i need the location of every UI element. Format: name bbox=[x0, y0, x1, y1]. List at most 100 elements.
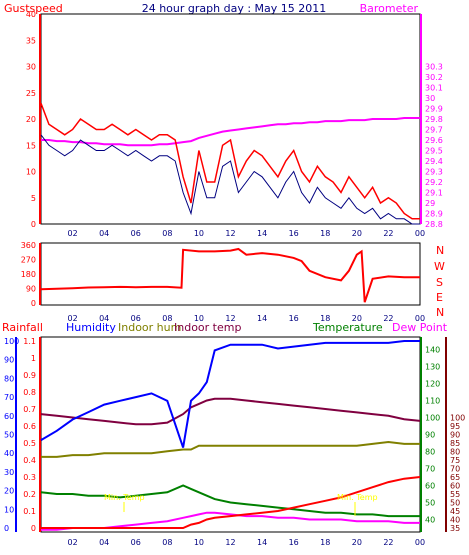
rainfall-y-tick: 0.6 bbox=[23, 422, 36, 431]
temperature-y-tick: 80 bbox=[425, 448, 435, 457]
wind-x-tick: 04 bbox=[99, 229, 109, 238]
compass-n-bottom: N bbox=[436, 306, 444, 319]
humidity-y-tick: 10 bbox=[4, 505, 14, 514]
temp-x-tick: 18 bbox=[320, 538, 330, 547]
barometer-series-line bbox=[41, 117, 420, 147]
compass-w: W bbox=[434, 260, 445, 273]
direction-x-tick: 14 bbox=[257, 314, 267, 323]
direction-y-tick: 180 bbox=[21, 270, 36, 279]
gust-y-tick: 5 bbox=[31, 194, 36, 203]
min-temp-annotation-2: Min. Temp bbox=[337, 493, 378, 502]
wind-x-tick: 20 bbox=[352, 229, 362, 238]
temperature-right-y-tick: 95 bbox=[450, 422, 460, 431]
temperature-right-y-tick: 75 bbox=[450, 456, 460, 465]
compass-s: S bbox=[436, 276, 443, 289]
legend-dew-point: Dew Point bbox=[392, 321, 448, 334]
legend-indoor-temp: Indoor temp bbox=[174, 321, 241, 334]
direction-x-tick: 18 bbox=[320, 314, 330, 323]
wind-direction-series-line bbox=[40, 247, 420, 303]
rainfall-y-tick: 0.8 bbox=[23, 388, 36, 397]
temperature-y-tick: 130 bbox=[425, 363, 440, 372]
direction-x-tick: 00 bbox=[415, 314, 425, 323]
gust-y-tick: 30 bbox=[26, 63, 36, 72]
temp-x-tick: 22 bbox=[383, 538, 393, 547]
legend-rainfall: Rainfall bbox=[2, 321, 43, 334]
direction-y-tick: 270 bbox=[21, 256, 36, 265]
wind-panel-frame bbox=[40, 13, 421, 225]
temperature-y-tick: 110 bbox=[425, 397, 440, 406]
direction-x-tick: 20 bbox=[352, 314, 362, 323]
barometer-y-tick: 30.1 bbox=[425, 84, 443, 93]
temperature-y-tick: 70 bbox=[425, 465, 435, 474]
humidity-series-line bbox=[40, 340, 420, 448]
page-title: 24 hour graph day : May 15 2011 bbox=[142, 2, 327, 15]
legend-humidity: Humidity bbox=[66, 321, 116, 334]
temp-x-tick: 04 bbox=[99, 538, 109, 547]
barometer-y-tick: 29.4 bbox=[425, 157, 443, 166]
compass-e: E bbox=[436, 291, 443, 304]
barometer-y-tick: 29.3 bbox=[425, 168, 443, 177]
temperature-y-tick: 40 bbox=[425, 516, 435, 525]
humidity-y-tick: 40 bbox=[4, 449, 14, 458]
wind-x-tick: 06 bbox=[131, 229, 141, 238]
min-temp-annotation-1: Min. Temp bbox=[104, 493, 145, 502]
rainfall-y-tick: 0.2 bbox=[23, 490, 36, 499]
temperature-y-tick: 60 bbox=[425, 482, 435, 491]
humidity-y-tick: 90 bbox=[4, 356, 14, 365]
temp-x-tick: 20 bbox=[352, 538, 362, 547]
temperature-right-y-tick: 85 bbox=[450, 439, 460, 448]
humidity-y-tick: 50 bbox=[4, 431, 14, 440]
wind-x-tick: 08 bbox=[162, 229, 172, 238]
direction-x-tick: 22 bbox=[383, 314, 393, 323]
barometer-label: Barometer bbox=[360, 2, 419, 15]
temp-x-tick: 08 bbox=[162, 538, 172, 547]
gust-y-tick: 10 bbox=[26, 168, 36, 177]
direction-x-tick: 16 bbox=[289, 314, 299, 323]
barometer-y-tick: 30 bbox=[425, 94, 435, 103]
wind-x-tick: 02 bbox=[67, 229, 77, 238]
gust-y-tick: 40 bbox=[26, 10, 36, 19]
direction-x-tick: 06 bbox=[131, 314, 141, 323]
temperature-right-y-tick: 65 bbox=[450, 473, 460, 482]
rainfall-y-tick: 0.4 bbox=[23, 456, 36, 465]
temperature-right-y-tick: 60 bbox=[450, 482, 460, 491]
rainfall-y-tick: 0.1 bbox=[23, 507, 36, 516]
wind-x-tick: 18 bbox=[320, 229, 330, 238]
legend-indoor-hum: Indoor hum bbox=[118, 321, 181, 334]
temperature-right-y-tick: 35 bbox=[450, 524, 460, 533]
temp-x-tick: 02 bbox=[67, 538, 77, 547]
humidity-y-tick: 80 bbox=[4, 374, 14, 383]
rainfall-y-tick: 0 bbox=[31, 524, 36, 533]
gust-y-tick: 15 bbox=[26, 141, 36, 150]
gust-y-tick: 20 bbox=[26, 115, 36, 124]
gust-y-tick: 0 bbox=[31, 220, 36, 229]
barometer-y-tick: 30.2 bbox=[425, 73, 443, 82]
wind-series-line bbox=[40, 134, 420, 225]
barometer-y-tick: 28.8 bbox=[425, 220, 443, 229]
humidity-y-tick: 60 bbox=[4, 412, 14, 421]
temperature-right-y-tick: 45 bbox=[450, 507, 460, 516]
humidity-y-tick: 70 bbox=[4, 393, 14, 402]
rainfall-y-tick: 0.7 bbox=[23, 405, 36, 414]
barometer-y-tick: 28.9 bbox=[425, 210, 443, 219]
direction-y-tick: 360 bbox=[21, 241, 36, 250]
humidity-y-tick: 0 bbox=[4, 524, 9, 533]
wind-x-tick: 00 bbox=[415, 229, 425, 238]
barometer-y-tick: 29.1 bbox=[425, 189, 443, 198]
direction-x-tick: 08 bbox=[162, 314, 172, 323]
barometer-y-tick: 30.3 bbox=[425, 63, 443, 72]
temp-x-tick: 14 bbox=[257, 538, 267, 547]
rainfall-y-tick: 1 bbox=[31, 354, 36, 363]
temperature-series-line bbox=[40, 484, 420, 518]
rainfall-series-line bbox=[41, 476, 421, 529]
temp-x-tick: 00 bbox=[415, 538, 425, 547]
indoor-temp-series-line bbox=[40, 397, 421, 426]
barometer-y-tick: 29.8 bbox=[425, 115, 443, 124]
temp-x-tick: 06 bbox=[131, 538, 141, 547]
wind-x-tick: 14 bbox=[257, 229, 267, 238]
wind-x-tick: 10 bbox=[194, 229, 204, 238]
rainfall-y-tick: 0.5 bbox=[23, 439, 36, 448]
compass-n-top: N bbox=[436, 244, 444, 257]
indoor-hum-series-line bbox=[41, 440, 420, 458]
